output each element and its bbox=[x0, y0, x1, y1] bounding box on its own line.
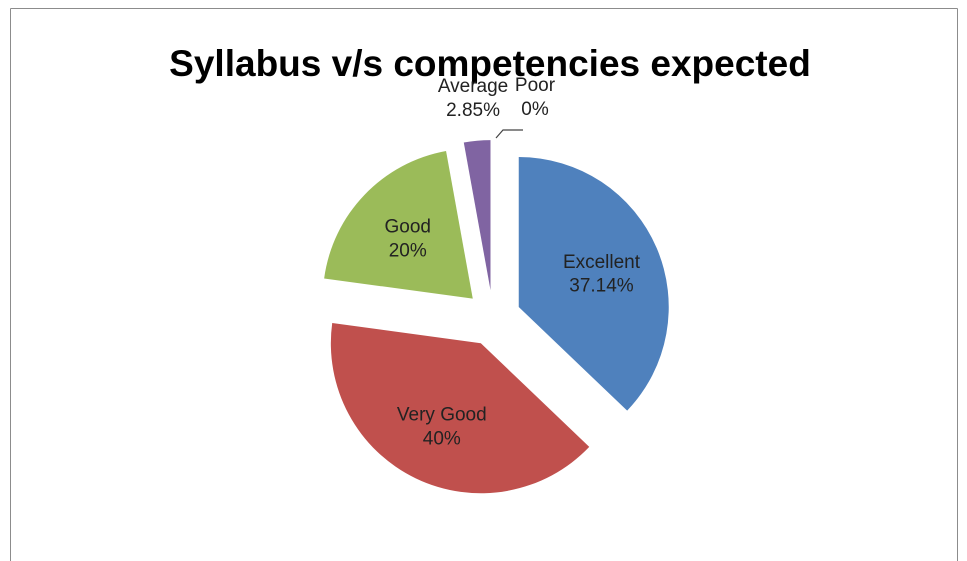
category-label: Excellent bbox=[563, 252, 641, 273]
data-label: Average 2.85% bbox=[438, 76, 508, 121]
data-label: Excellent 37.14% bbox=[563, 252, 641, 297]
pie-slice bbox=[330, 323, 590, 494]
category-label: Average bbox=[438, 76, 508, 97]
value-label: 20% bbox=[389, 240, 427, 261]
value-label: 0% bbox=[521, 99, 549, 120]
data-label: Very Good 40% bbox=[397, 405, 487, 450]
value-label: 40% bbox=[423, 428, 461, 449]
data-label: Good 20% bbox=[384, 217, 430, 262]
chart-title: Syllabus v/s competencies expected bbox=[169, 43, 811, 84]
value-label: 37.14% bbox=[569, 276, 634, 297]
category-label: Good bbox=[384, 217, 430, 238]
pie-slice bbox=[463, 140, 491, 291]
leader-line bbox=[495, 129, 523, 139]
pie-slice bbox=[324, 151, 473, 299]
category-label: Very Good bbox=[397, 405, 487, 426]
value-label: 2.85% bbox=[446, 100, 500, 121]
pie-slice bbox=[518, 156, 669, 411]
data-label: Poor 0% bbox=[515, 75, 556, 120]
category-label: Poor bbox=[515, 75, 556, 96]
